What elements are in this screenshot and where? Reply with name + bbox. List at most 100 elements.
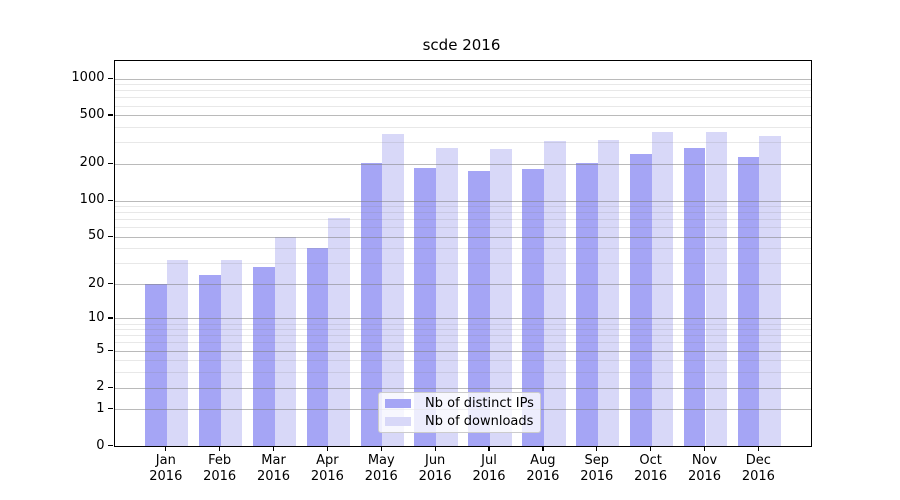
bar-distinct-ips-aug <box>522 168 544 446</box>
bar-downloads-jul <box>490 148 512 446</box>
bar-downloads-jun <box>436 148 458 446</box>
x-tick-year: 2016 <box>526 469 560 484</box>
plot-area <box>113 60 812 447</box>
x-tick-year: 2016 <box>364 469 398 484</box>
gridline-5 <box>114 350 811 352</box>
y-tick-500 <box>108 114 113 116</box>
x-tick-month: Jan <box>155 453 176 468</box>
x-tick-year: 2016 <box>741 469 775 484</box>
x-tick-year: 2016 <box>580 469 614 484</box>
x-tick-label-sep: Sep 2016 <box>567 453 627 485</box>
x-tick-year: 2016 <box>256 469 291 484</box>
bar-downloads-apr <box>328 217 351 446</box>
x-tick-month: Jun <box>424 453 446 468</box>
y-tick-1000 <box>108 77 113 79</box>
y-tick-label-20: 20 <box>87 275 105 291</box>
gridline-minor-3 <box>114 372 811 374</box>
bar-downloads-oct <box>651 132 674 446</box>
x-tick-label-apr: Apr 2016 <box>297 453 357 485</box>
x-tick-month: Aug <box>530 453 556 468</box>
x-tick-month: Mar <box>261 453 286 468</box>
y-tick-label-200: 200 <box>79 155 105 171</box>
x-tick-month: Sep <box>584 453 609 468</box>
x-tick-month: Oct <box>639 453 662 468</box>
y-tick-label-1: 1 <box>96 400 105 416</box>
gridline-10 <box>114 318 811 320</box>
x-tick-label-feb: Feb 2016 <box>190 453 250 485</box>
x-tick-month: May <box>367 453 395 468</box>
y-tick-label-100: 100 <box>79 192 105 207</box>
y-tick-label-5: 5 <box>96 342 105 358</box>
gridline-50 <box>114 236 811 238</box>
bar-downloads-mar <box>274 236 297 446</box>
bar-distinct-ips-oct <box>629 153 652 446</box>
legend-entry-distinct-ips: Nb of distinct IPs <box>385 395 534 413</box>
y-tick-50 <box>108 235 113 238</box>
x-tick-label-aug: Aug 2016 <box>513 453 573 485</box>
x-tick-label-oct: Oct 2016 <box>621 453 681 485</box>
gridline-minor-8 <box>114 329 811 331</box>
bar-distinct-ips-jul <box>468 170 490 446</box>
gridline-minor-80 <box>114 212 811 214</box>
x-tick-year: 2016 <box>310 469 344 484</box>
x-tick-aug <box>542 446 544 451</box>
x-tick-nov <box>703 446 706 451</box>
gridline-minor-6 <box>114 342 811 344</box>
x-tick-year: 2016 <box>687 469 722 484</box>
legend-box: Nb of distinct IPs Nb of downloads <box>378 392 541 433</box>
y-tick-5 <box>108 349 113 351</box>
bar-downloads-nov <box>705 132 728 446</box>
x-tick-jan <box>165 446 167 451</box>
y-tick-0 <box>108 445 113 447</box>
x-tick-may <box>380 446 382 451</box>
gridline-500 <box>114 115 811 117</box>
legend-entry-downloads: Nb of downloads <box>385 413 533 431</box>
x-tick-label-may: May 2016 <box>351 453 411 485</box>
gridline-minor-40 <box>114 248 811 250</box>
x-tick-year: 2016 <box>418 469 452 484</box>
bar-downloads-feb <box>220 260 243 446</box>
y-tick-label-1000: 1000 <box>71 70 105 85</box>
y-tick-1 <box>108 408 113 410</box>
x-tick-jul <box>488 446 490 451</box>
y-tick-label-0: 0 <box>96 437 105 453</box>
gridline-1000 <box>114 78 811 80</box>
x-tick-label-dec: Dec 2016 <box>728 453 788 485</box>
bar-downloads-jan <box>166 260 189 446</box>
legend-swatch-distinct-ips <box>385 399 411 409</box>
gridline-minor-700 <box>114 97 811 99</box>
bar-distinct-ips-apr <box>306 248 329 446</box>
x-tick-dec <box>757 446 760 451</box>
gridline-200 <box>114 163 811 165</box>
bar-downloads-may <box>382 134 404 446</box>
y-tick-10 <box>108 317 113 319</box>
gridline-minor-800 <box>114 90 811 92</box>
x-tick-jun <box>434 446 436 451</box>
y-tick-label-10: 10 <box>87 309 105 325</box>
gridline-minor-90 <box>114 206 811 208</box>
bar-downloads-aug <box>543 140 566 446</box>
legend-swatch-downloads <box>385 416 411 426</box>
y-tick-label-50: 50 <box>87 228 105 244</box>
bar-distinct-ips-dec <box>737 157 760 446</box>
legend-label-distinct-ips: Nb of distinct IPs <box>425 396 534 412</box>
legend-label-downloads: Nb of downloads <box>425 413 534 429</box>
bar-distinct-ips-nov <box>683 148 706 446</box>
x-tick-month: Dec <box>745 453 771 468</box>
y-tick-200 <box>108 162 113 165</box>
x-tick-label-jul: Jul 2016 <box>459 453 519 485</box>
bar-distinct-ips-jan <box>145 284 167 446</box>
bar-downloads-dec <box>759 135 782 446</box>
gridline-minor-600 <box>114 105 811 107</box>
x-tick-month: Nov <box>691 453 718 468</box>
gridline-100 <box>114 200 811 202</box>
x-tick-year: 2016 <box>472 469 506 484</box>
x-tick-label-jan: Jan 2016 <box>136 453 196 485</box>
x-tick-label-nov: Nov 2016 <box>675 453 735 485</box>
x-tick-apr <box>326 446 329 451</box>
x-tick-oct <box>650 446 652 451</box>
bar-distinct-ips-mar <box>252 266 275 446</box>
bar-downloads-sep <box>597 139 620 446</box>
gridline-minor-70 <box>114 219 811 221</box>
